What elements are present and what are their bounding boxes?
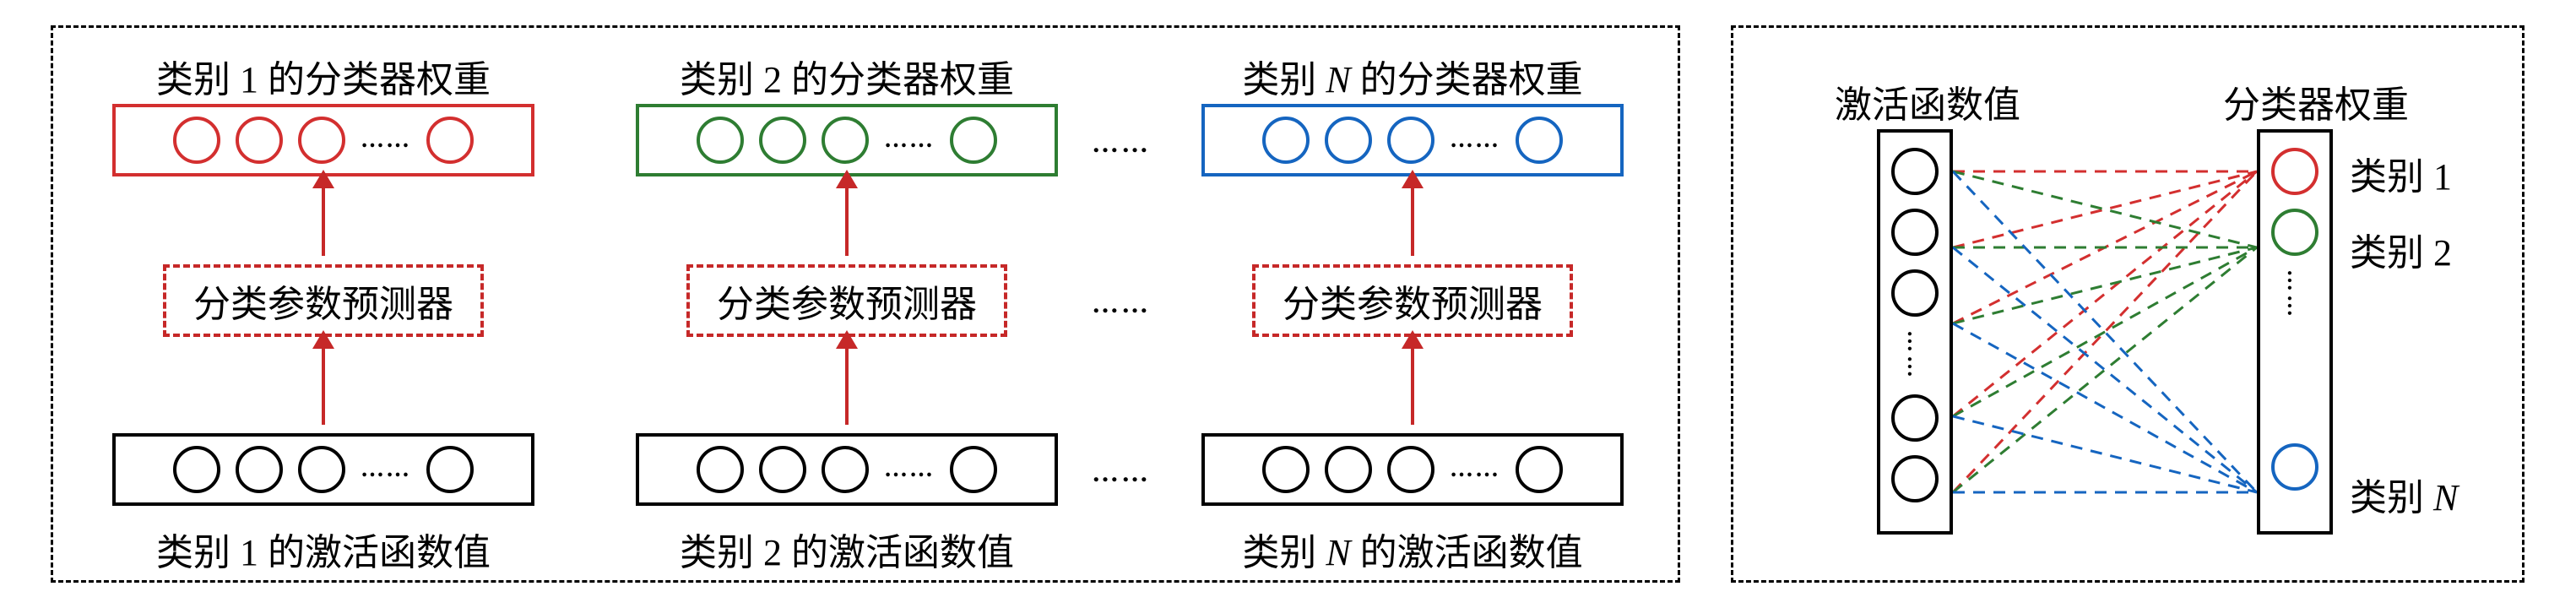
arrow-icon: [845, 185, 849, 256]
class-label-1: 类别 1: [2350, 146, 2452, 200]
ellipsis-icon: ……: [1092, 457, 1151, 488]
activation-title: 激活函数值: [1835, 74, 2020, 128]
left-panel: 类别 1 的分类器权重 …… 分类参数预测器 …… 类别 1 的激活函数值 类别…: [51, 25, 1680, 583]
activation-label-2: 类别 2 的激活函数值: [602, 522, 1092, 576]
class-label-n: 类别 N: [2350, 467, 2458, 521]
activation-vector-2: ……: [636, 433, 1058, 506]
weight-vector-n: ……: [1201, 104, 1624, 176]
class-label-2: 类别 2: [2350, 222, 2452, 276]
class-node-2: [2271, 209, 2318, 256]
classifier-weight-label-1: 类别 1 的分类器权重: [79, 49, 568, 103]
weight-vector-2: ……: [636, 104, 1058, 176]
activation-vector-1: ……: [112, 433, 534, 506]
activation-vector-n: ……: [1201, 433, 1624, 506]
classifier-weight-label-n: 类别 N 的分类器权重: [1168, 49, 1657, 103]
weight-vector-1: ……: [112, 104, 534, 176]
right-panel: 激活函数值 分类器权重 …… …… 类别 1 类别 2 类别 N: [1731, 25, 2524, 583]
activation-vertical-vector: ……: [1877, 129, 1953, 535]
predictor-box-n: 分类参数预测器: [1252, 264, 1573, 337]
arrow-icon: [1411, 345, 1414, 425]
predictor-box-1: 分类参数预测器: [163, 264, 484, 337]
connection-lines: [1953, 129, 2257, 535]
classifier-vertical-vector: ……: [2257, 129, 2333, 535]
ellipsis-icon: ……: [1092, 288, 1151, 319]
class-node-1: [2271, 148, 2318, 195]
ellipsis-icon: ……: [1092, 128, 1151, 159]
predictor-box-2: 分类参数预测器: [686, 264, 1007, 337]
activation-label-1: 类别 1 的激活函数值: [79, 522, 568, 576]
arrow-icon: [1411, 185, 1414, 256]
activation-label-n: 类别 N 的激活函数值: [1168, 522, 1657, 576]
arrow-icon: [322, 345, 325, 425]
class-node-n: [2271, 443, 2318, 491]
classifier-title: 分类器权重: [2223, 74, 2409, 128]
classifier-weight-label-2: 类别 2 的分类器权重: [602, 49, 1092, 103]
arrow-icon: [845, 345, 849, 425]
arrow-icon: [322, 185, 325, 256]
